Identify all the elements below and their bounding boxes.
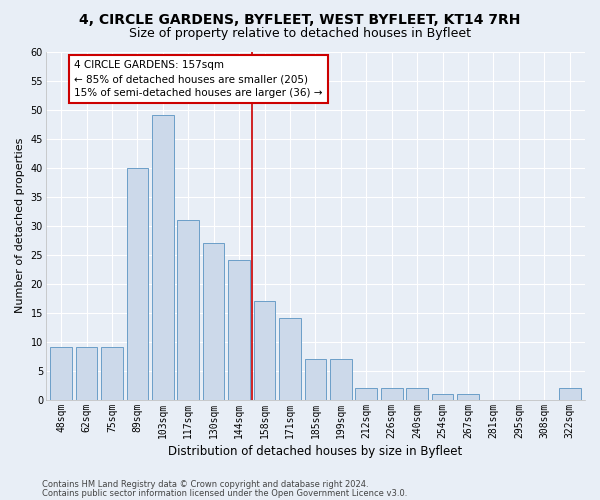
Bar	[178, 220, 199, 400]
Bar	[50, 348, 72, 400]
Bar	[330, 359, 352, 400]
Bar	[457, 394, 479, 400]
Bar	[254, 301, 275, 400]
Text: Contains public sector information licensed under the Open Government Licence v3: Contains public sector information licen…	[42, 488, 407, 498]
Bar	[101, 348, 123, 400]
X-axis label: Distribution of detached houses by size in Byfleet: Distribution of detached houses by size …	[168, 444, 463, 458]
Bar	[406, 388, 428, 400]
Bar	[152, 116, 173, 400]
Bar	[229, 260, 250, 400]
Bar	[203, 243, 224, 400]
Text: Size of property relative to detached houses in Byfleet: Size of property relative to detached ho…	[129, 28, 471, 40]
Text: 4 CIRCLE GARDENS: 157sqm
← 85% of detached houses are smaller (205)
15% of semi-: 4 CIRCLE GARDENS: 157sqm ← 85% of detach…	[74, 60, 322, 98]
Bar	[432, 394, 454, 400]
Bar	[355, 388, 377, 400]
Text: Contains HM Land Registry data © Crown copyright and database right 2024.: Contains HM Land Registry data © Crown c…	[42, 480, 368, 489]
Bar	[76, 348, 97, 400]
Bar	[381, 388, 403, 400]
Bar	[305, 359, 326, 400]
Y-axis label: Number of detached properties: Number of detached properties	[15, 138, 25, 313]
Bar	[127, 168, 148, 400]
Text: 4, CIRCLE GARDENS, BYFLEET, WEST BYFLEET, KT14 7RH: 4, CIRCLE GARDENS, BYFLEET, WEST BYFLEET…	[79, 12, 521, 26]
Bar	[279, 318, 301, 400]
Bar	[559, 388, 581, 400]
